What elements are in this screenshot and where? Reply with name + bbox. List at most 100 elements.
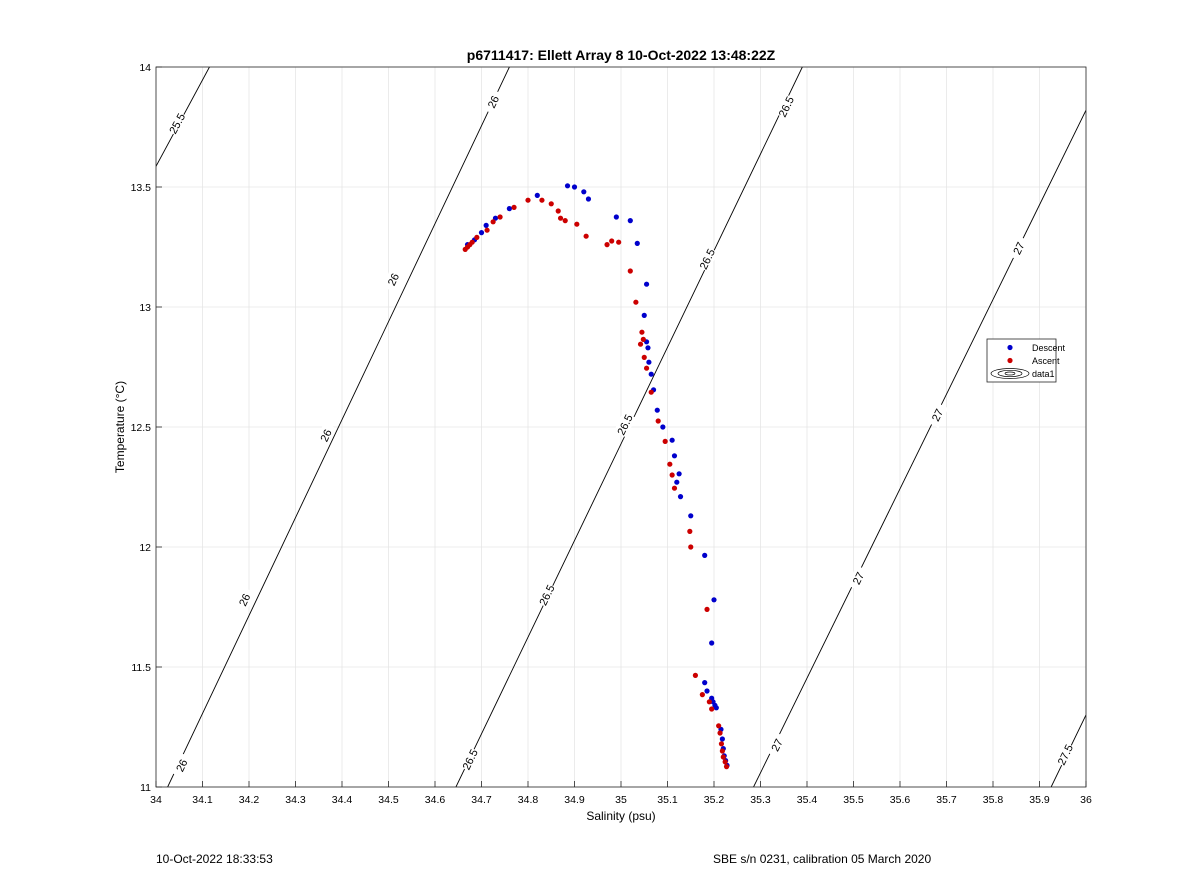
descent-point — [677, 494, 684, 500]
ascent-point — [562, 218, 568, 224]
series-ascent — [462, 197, 730, 770]
x-tick-label: 34.3 — [285, 794, 306, 806]
contour-label-background — [695, 246, 719, 272]
ascent-point — [643, 365, 650, 371]
contour-label-background — [382, 266, 405, 293]
x-tick-label: 34.2 — [239, 794, 260, 806]
x-tick-label: 34.5 — [378, 794, 399, 806]
ascent-point — [627, 268, 633, 274]
descent-point — [506, 206, 512, 212]
descent-point — [646, 359, 652, 365]
ascent-point — [719, 748, 725, 754]
ascent-point — [704, 606, 710, 613]
contour-label-text: 27 — [851, 570, 867, 586]
descent-point — [671, 453, 678, 459]
x-tick-label: 34.8 — [518, 794, 539, 806]
x-tick-label: 34 — [150, 794, 162, 806]
x-tick-label: 36 — [1080, 794, 1092, 806]
descent-point — [676, 471, 682, 477]
descent-point — [613, 214, 619, 220]
ascent-point — [687, 528, 693, 535]
density-contour-label: 26 — [314, 422, 337, 449]
ascent-point — [692, 672, 699, 679]
x-tick-label: 35.2 — [704, 794, 725, 806]
x-tick-label: 34.9 — [564, 794, 585, 806]
y-tick-label: 11 — [140, 782, 151, 794]
x-tick-label: 35.9 — [1029, 794, 1050, 806]
ascent-point — [641, 354, 647, 360]
contour-label-background — [535, 582, 558, 608]
descent-point — [571, 184, 578, 190]
ascent-point — [722, 759, 728, 765]
density-contour-label: 26 — [170, 752, 193, 779]
descent-point — [688, 513, 694, 519]
axis-ticks: 34 34.1 34.2 34.3 34.4 34.5 34.6 34.7 34.8 34.9 35… — [131, 62, 1092, 806]
legend-contour-label: data1 — [1032, 369, 1055, 379]
legend-descent-label: Descent — [1032, 343, 1066, 353]
density-contour-line — [167, 67, 510, 787]
ascent-point — [718, 741, 725, 747]
y-tick-label: 13 — [139, 302, 151, 314]
ascent-point — [557, 215, 564, 221]
ascent-point — [548, 201, 554, 207]
ascent-point — [688, 544, 694, 550]
descent-point — [674, 479, 680, 485]
legend-ascent-label: Ascent — [1032, 356, 1060, 366]
descent-point — [478, 230, 485, 236]
legend-descent-marker — [1007, 344, 1013, 351]
y-tick-label: 13.5 — [131, 182, 152, 194]
descent-point — [641, 312, 647, 318]
contour-label-background — [613, 411, 636, 438]
ascent-point — [640, 336, 646, 342]
x-tick-label: 34.1 — [192, 794, 213, 806]
descent-point — [711, 597, 717, 603]
contour-label-text: 27 — [1011, 240, 1027, 256]
contour-label-text: 26 — [486, 94, 502, 110]
data-points — [462, 183, 730, 770]
descent-point — [483, 222, 489, 228]
descent-point — [702, 680, 708, 686]
ascent-point — [699, 692, 705, 698]
ascent-point — [539, 197, 545, 203]
ascent-point — [525, 197, 531, 203]
ascent-point — [604, 242, 610, 248]
contour-label-background — [233, 586, 256, 613]
y-tick-label: 12.5 — [131, 422, 152, 434]
descent-point — [534, 192, 540, 198]
ascent-point — [717, 730, 723, 736]
ascent-point — [662, 438, 668, 444]
contour-label-text: 27 — [770, 737, 786, 753]
ascent-point — [637, 341, 644, 347]
ascent-point — [648, 389, 654, 395]
legend-ascent-marker — [1007, 357, 1013, 364]
contour-label-background — [314, 422, 337, 449]
x-tick-label: 34.4 — [332, 794, 353, 806]
contour-label-background — [1053, 741, 1077, 768]
contour-label-background — [765, 732, 788, 758]
contour-label-background — [482, 88, 505, 115]
contour-label-background — [165, 110, 189, 137]
descent-point — [581, 189, 587, 195]
density-contour-label: 27 — [1007, 235, 1030, 262]
x-tick-label: 35.7 — [936, 794, 957, 806]
legend: Descent Ascent data1 — [986, 338, 1066, 383]
density-contour-label: 26 — [233, 586, 256, 613]
descent-point — [585, 196, 592, 202]
ascent-point — [667, 461, 673, 467]
descent-point — [648, 371, 654, 377]
ascent-point — [484, 227, 490, 233]
y-tick-label: 12 — [139, 542, 151, 554]
density-contour-label: 26 — [482, 88, 505, 115]
contour-label-background — [170, 752, 193, 779]
descent-point — [713, 705, 719, 711]
contour-label-text: 26 — [386, 272, 402, 288]
ascent-point — [709, 706, 715, 712]
x-tick-label: 35.3 — [750, 794, 771, 806]
legend-contour-icon — [990, 368, 1030, 379]
x-tick-label: 35 — [615, 794, 627, 806]
descent-point — [627, 218, 633, 224]
ascent-point — [706, 699, 712, 705]
ascent-point — [609, 238, 615, 244]
density-contour-labels: 25.5262626262626.526.526.526.526.5272727… — [165, 88, 1077, 779]
